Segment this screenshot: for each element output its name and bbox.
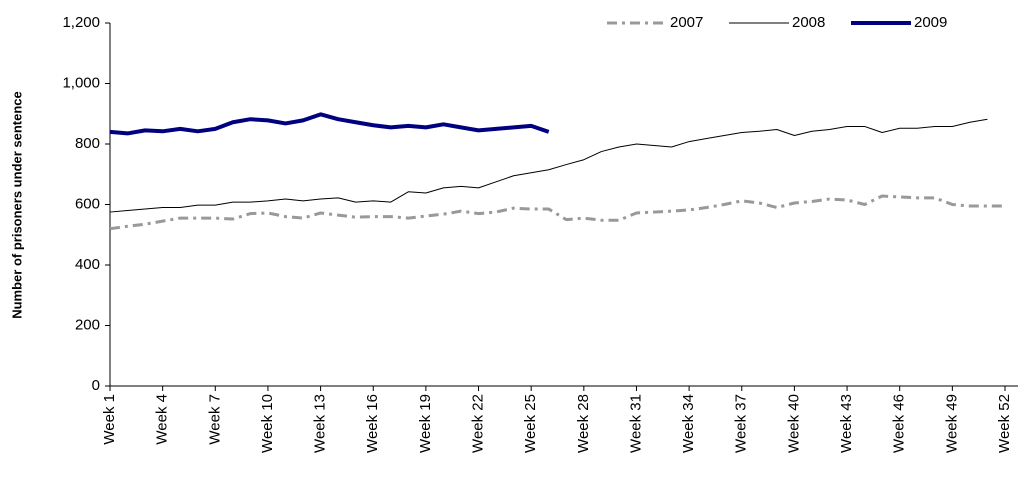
x-tick-label: Week 28	[575, 394, 592, 453]
x-tick-label: Week 22	[469, 394, 486, 453]
y-tick-label: 0	[92, 377, 100, 394]
x-tick-label: Week 4	[154, 394, 171, 445]
x-tick-label: Week 52	[996, 394, 1013, 453]
legend-label: 2009	[914, 14, 947, 31]
x-tick-label: Week 49	[943, 394, 960, 453]
x-tick-label: Week 34	[680, 394, 697, 453]
y-tick-label: 400	[75, 256, 100, 273]
y-tick-label: 200	[75, 316, 100, 333]
x-tick-label: Week 19	[417, 394, 434, 453]
x-tick-label: Week 40	[785, 394, 802, 453]
x-tick-label: Week 31	[627, 394, 644, 453]
series-line	[109, 112, 550, 136]
legend-label: 2007	[670, 14, 703, 31]
series-line	[109, 118, 988, 213]
x-tick-label: Week 1	[101, 394, 118, 445]
legend-label: 2008	[792, 14, 825, 31]
x-tick-label: Week 16	[364, 394, 381, 453]
x-tick-label: Week 37	[733, 394, 750, 453]
x-tick-label: Week 10	[259, 394, 276, 453]
y-tick-label: 1,200	[62, 14, 100, 31]
x-tick-label: Week 46	[891, 394, 908, 453]
y-tick-label: 1,000	[62, 74, 100, 91]
y-tick-label: 600	[75, 195, 100, 212]
x-tick-label: Week 13	[312, 394, 329, 453]
y-axis-label: Number of prisoners under sentence	[9, 91, 24, 319]
series-line	[109, 194, 1005, 231]
x-tick-label: Week 43	[838, 394, 855, 453]
x-tick-label: Week 25	[522, 394, 539, 453]
x-tick-label: Week 7	[206, 394, 223, 445]
y-tick-label: 800	[75, 135, 100, 152]
